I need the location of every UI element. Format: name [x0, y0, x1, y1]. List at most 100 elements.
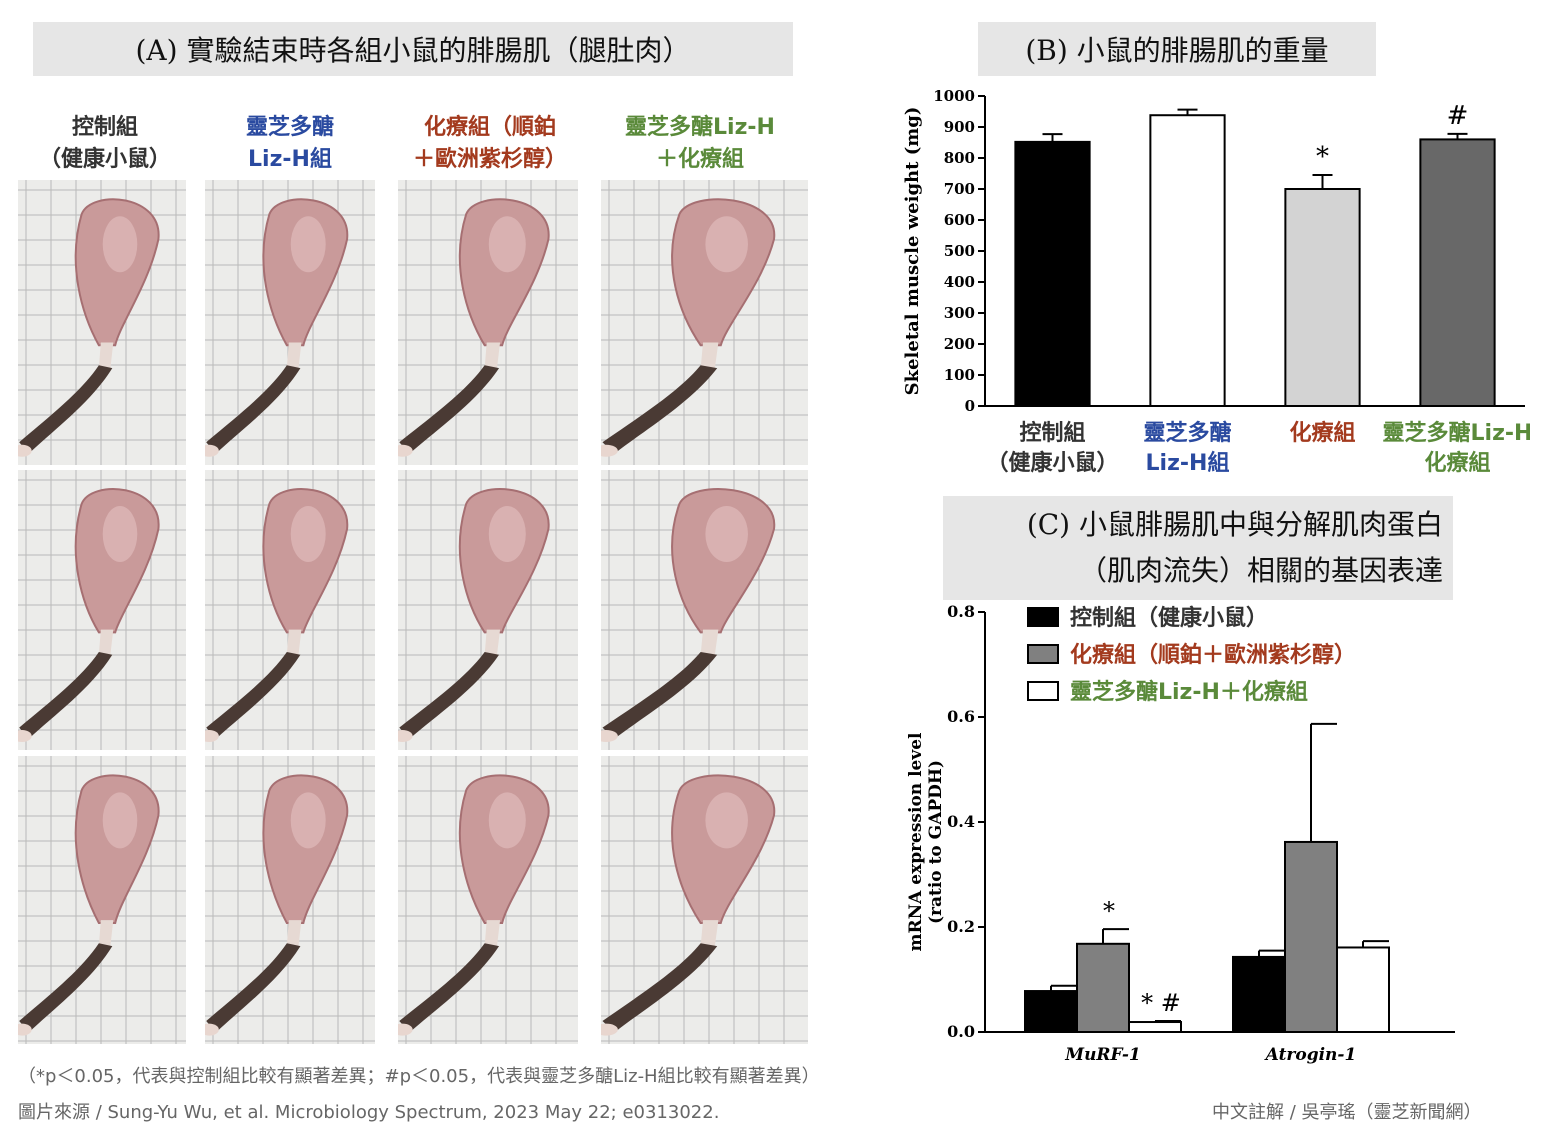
muscle-highlight	[488, 216, 526, 273]
tendon	[98, 342, 114, 369]
tendon	[98, 629, 114, 655]
y-tick-label: 1000	[933, 87, 975, 105]
expression-bar	[1232, 955, 1286, 1033]
muscle-photo-image	[18, 180, 186, 465]
tendon	[484, 629, 501, 655]
y-tick-label: 800	[944, 149, 975, 167]
category-label-line1: 化療組	[1289, 420, 1355, 446]
category-label: MuRF-1	[1064, 1045, 1141, 1065]
muscle-photo	[205, 470, 375, 750]
tendon	[700, 629, 719, 655]
significance-mark: #	[1447, 101, 1469, 131]
significance-footnote: （*p＜0.05，代表與控制組比較有顯著差異；#p＜0.05，代表與靈芝多醣Li…	[18, 1066, 820, 1087]
muscle-photo-image	[205, 180, 375, 465]
expression-bar	[1128, 1021, 1182, 1033]
gastrocnemius-muscle	[671, 198, 776, 347]
panel-c-title: (C) 小鼠腓腸肌中與分解肌肉蛋白 （肌肉流失）相關的基因表達	[943, 496, 1453, 600]
muscle-photo	[18, 470, 186, 750]
category-label: Atrogin-1	[1264, 1045, 1357, 1065]
gastrocnemius-muscle	[74, 774, 160, 925]
muscle-weight-chart: 0 100 200 300 400 500 600 700 800 900 1000 Skeletal…	[902, 87, 1530, 476]
y-tick-label: 0.2	[947, 917, 975, 936]
group-label-chemo-line2: ＋歐洲紫杉醇）	[412, 147, 567, 172]
y-tick-label: 500	[944, 242, 975, 260]
muscle-photo	[18, 756, 186, 1044]
category-label-line2: （健康小鼠）	[986, 450, 1118, 476]
group-label-chemo: 化療組（順鉑 ＋歐洲紫杉醇）	[395, 112, 585, 176]
category-label-line2: Liz-H組	[1146, 450, 1230, 476]
muscle-photo-image	[601, 470, 808, 750]
muscle-highlight	[705, 792, 748, 849]
y-tick-label: 200	[944, 335, 975, 353]
muscle-photo-image	[601, 756, 808, 1044]
paw-tip	[18, 444, 32, 457]
paw-tip	[601, 730, 618, 742]
tendon	[286, 342, 302, 369]
gastrocnemius-muscle	[458, 774, 550, 925]
paw	[399, 652, 500, 739]
muscle-photo-image	[398, 470, 578, 750]
significance-mark: * #	[1141, 989, 1181, 1017]
muscle-highlight	[102, 506, 138, 562]
paw-tip	[205, 1023, 219, 1036]
mrna-expression-chart: 0.0 0.2 0.4 0.6 0.8 mRNA expression level (rat…	[906, 602, 1455, 1065]
legend-label: 化療組（順鉑＋歐洲紫杉醇）	[1070, 642, 1356, 668]
muscle-highlight	[488, 506, 526, 562]
group-label-lizh-chemo: 靈芝多醣Liz-H ＋化療組	[595, 112, 805, 176]
muscle-highlight	[290, 216, 326, 273]
group-label-lizh-chemo-line1: 靈芝多醣Liz-H	[625, 115, 775, 140]
muscle-photo	[601, 470, 808, 750]
y-tick-label: 0.8	[947, 602, 975, 621]
y-tick-label: 0	[965, 397, 975, 415]
muscle-photo	[18, 180, 186, 465]
muscle-highlight	[102, 792, 138, 849]
expression-bar	[1024, 990, 1078, 1033]
source-citation: 圖片來源 / Sung-Yu Wu, et al. Microbiology S…	[18, 1102, 720, 1123]
y-tick-label: 600	[944, 211, 975, 229]
y-axis-label-line1: mRNA expression level	[906, 732, 926, 952]
muscle-photo	[601, 756, 808, 1044]
muscle-photo-image	[398, 756, 578, 1044]
paw-tip	[18, 1023, 32, 1036]
gastrocnemius-muscle	[671, 774, 776, 925]
tendon	[286, 629, 302, 655]
category-label-line2: 化療組	[1424, 450, 1490, 476]
gastrocnemius-muscle	[74, 198, 160, 347]
muscle-photo	[398, 470, 578, 750]
panel-b-title-text: (B) 小鼠的腓腸肌的重量	[1025, 34, 1329, 67]
y-tick-label: 400	[944, 273, 975, 291]
gastrocnemius-muscle	[262, 198, 349, 347]
y-tick-label: 900	[944, 118, 975, 136]
paw	[399, 365, 500, 454]
significance-mark: *	[1103, 897, 1115, 925]
muscle-highlight	[102, 216, 138, 273]
paw-tip	[601, 444, 618, 457]
legend-swatch	[1027, 644, 1059, 664]
panel-c-title-line1: (C) 小鼠腓腸肌中與分解肌肉蛋白	[1026, 508, 1443, 541]
expression-bar	[1336, 946, 1390, 1034]
paw	[399, 943, 500, 1033]
muscle-highlight	[290, 506, 326, 562]
weight-bar	[1284, 188, 1361, 407]
panel-a-title-text: (A) 實驗結束時各組小鼠的腓腸肌（腿肚肉）	[135, 34, 691, 67]
group-label-control: 控制組 （健康小鼠）	[20, 112, 190, 176]
y-tick-label: 0.6	[947, 707, 975, 726]
legend-swatch	[1027, 681, 1059, 701]
legend-label: 控制組（健康小鼠）	[1070, 605, 1268, 631]
gastrocnemius-muscle	[458, 198, 550, 347]
muscle-highlight	[705, 216, 748, 273]
weight-bar	[1149, 114, 1226, 407]
y-tick-label: 700	[944, 180, 975, 198]
muscle-photo	[601, 180, 808, 465]
tendon	[700, 920, 719, 947]
group-label-lizh-line2: Liz-H組	[248, 147, 332, 172]
y-tick-label: 0.0	[947, 1022, 975, 1041]
paw	[602, 943, 718, 1033]
group-label-lizh-chemo-line2: ＋化療組	[655, 147, 744, 172]
muscle-highlight	[705, 506, 748, 562]
tendon	[286, 920, 302, 947]
muscle-photo-image	[205, 756, 375, 1044]
group-label-control-line2: （健康小鼠）	[38, 147, 171, 172]
muscle-highlight	[488, 792, 526, 849]
paw-tip	[205, 444, 219, 457]
